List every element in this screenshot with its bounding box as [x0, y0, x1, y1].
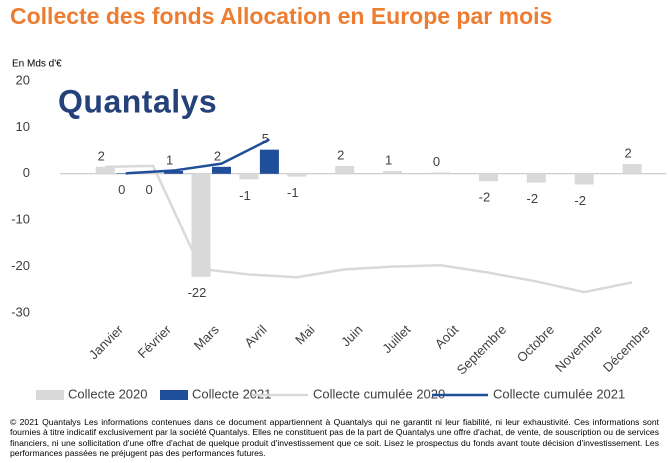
data-label: 2: [214, 148, 221, 163]
bar: [574, 173, 594, 185]
data-label: -2: [574, 193, 586, 208]
bar: [383, 171, 403, 174]
bar: [191, 173, 211, 277]
bar: [239, 173, 259, 180]
bar: [622, 164, 642, 174]
data-label: 1: [385, 152, 392, 167]
line: [105, 164, 633, 294]
bar: [478, 173, 498, 182]
bar: [287, 173, 307, 177]
y-tick-label: 0: [23, 165, 30, 180]
bar: [143, 172, 163, 174]
data-label: 2: [98, 148, 105, 163]
data-label: 0: [145, 182, 152, 197]
x-tick-label: Avril: [241, 322, 269, 350]
data-label: 5: [262, 131, 269, 146]
x-tick-label: Mai: [292, 322, 317, 347]
legend-label: Collecte 2021: [192, 386, 272, 401]
x-tick-label: Novembre: [552, 322, 605, 375]
y-tick-label: -20: [11, 258, 30, 273]
footer: © 2021 Quantalys Les informations conten…: [10, 417, 659, 459]
line: [125, 138, 270, 175]
y-tick-label: 20: [16, 72, 30, 87]
data-label: -2: [527, 191, 539, 206]
x-tick-label: Juillet: [379, 322, 413, 356]
x-tick-label: Août: [432, 322, 462, 352]
chart-title: Collecte des fonds Allocation en Europe …: [10, 3, 552, 29]
data-label: -2: [479, 190, 491, 205]
data-label: -1: [239, 188, 251, 203]
x-tick-label: Juin: [338, 322, 365, 349]
legend-label: Collecte cumulée 2021: [493, 386, 625, 401]
y-tick-label: -10: [11, 212, 30, 227]
data-label: 0: [433, 154, 440, 169]
bar: [95, 166, 115, 174]
data-label: -1: [287, 185, 299, 200]
x-tick-label: Février: [135, 321, 175, 361]
y-tick-label: 10: [16, 119, 30, 134]
y-axis-label: En Mds d'€: [12, 59, 62, 70]
bar: [335, 165, 355, 174]
legend-swatch: [36, 390, 64, 400]
data-label: 2: [624, 145, 631, 160]
logo: Quantalys: [58, 83, 217, 119]
x-tick-label: Janvier: [86, 321, 127, 362]
legend-swatch: [160, 390, 188, 400]
bar: [259, 149, 279, 174]
x-tick-label: Octobre: [514, 322, 557, 365]
x-tick-label: Décembre: [600, 322, 653, 375]
x-tick-label: Mars: [191, 322, 222, 353]
legend-label: Collecte 2020: [68, 386, 148, 401]
bar: [431, 172, 450, 174]
bar: [164, 171, 184, 174]
bar: [212, 166, 231, 174]
data-label: 1: [166, 152, 173, 167]
x-tick-label: Septembre: [454, 322, 510, 378]
y-tick-label: -30: [11, 304, 30, 319]
legend-label: Collecte cumulée 2020: [313, 386, 445, 401]
bar: [526, 173, 546, 183]
data-label: -22: [188, 285, 207, 300]
data-label: 0: [118, 182, 125, 197]
data-label: 2: [337, 147, 344, 162]
